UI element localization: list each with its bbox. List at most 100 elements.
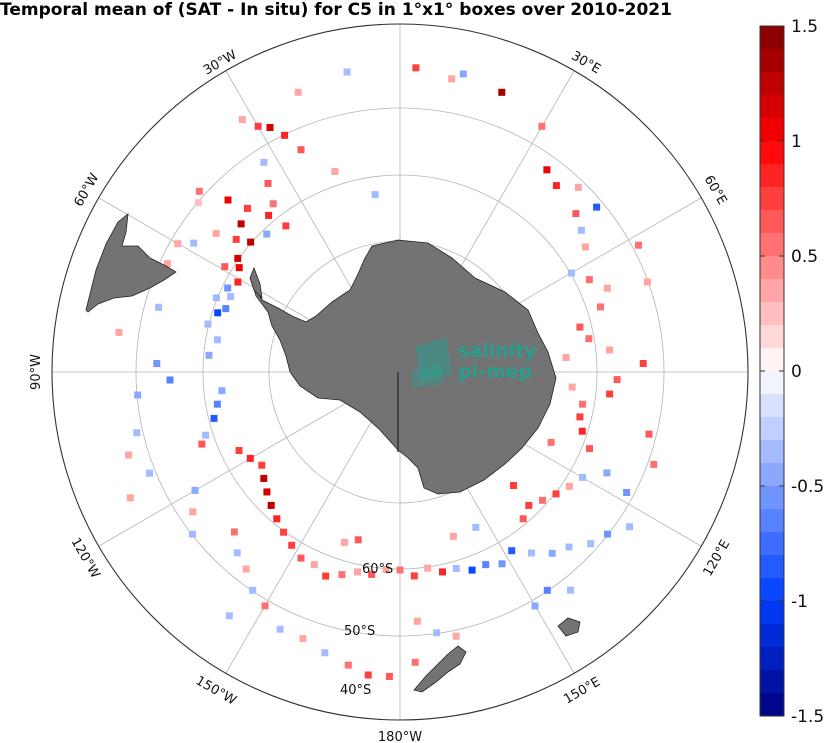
data-box [260, 474, 268, 482]
salinity-pi-mep-watermark: salinity pi-mep [410, 338, 537, 388]
map-frame [51, 23, 749, 721]
colorbar-segment [760, 486, 784, 510]
data-box [194, 199, 202, 207]
data-box [115, 329, 123, 336]
data-box [603, 469, 611, 477]
data-box [597, 303, 604, 311]
data-box [538, 122, 546, 130]
data-box [543, 586, 551, 594]
data-box [552, 182, 560, 190]
data-box [498, 560, 506, 568]
colorbar-ticks: 1.5 1 0.5 0 -0.5 -1 -1.5 [760, 17, 824, 727]
data-box [310, 561, 318, 569]
data-box [498, 88, 506, 96]
colorbar-segment [760, 72, 784, 96]
data-box [606, 346, 614, 354]
lon-label-150w: 150°W [193, 673, 239, 708]
data-box [539, 496, 546, 504]
data-box [548, 549, 556, 557]
data-box [623, 489, 631, 496]
data-box [222, 305, 230, 313]
data-box [568, 383, 576, 391]
data-box [190, 239, 198, 247]
data-box [331, 168, 339, 175]
data-box [297, 554, 305, 562]
data-box [134, 391, 142, 399]
watermark-line2: pi-mep [458, 361, 532, 383]
data-box [234, 278, 242, 286]
data-box [260, 158, 268, 166]
data-box [204, 320, 212, 328]
data-box [579, 473, 586, 481]
data-box [299, 635, 307, 643]
data-box [238, 116, 246, 124]
data-box [166, 376, 174, 384]
data-box [263, 230, 271, 238]
lat-label-60s: 60°S [362, 562, 393, 577]
data-boxes [115, 64, 658, 680]
colorbar-segment [760, 49, 784, 73]
data-box [225, 612, 233, 620]
data-box [265, 211, 273, 219]
data-box [413, 617, 421, 625]
data-box [645, 430, 653, 438]
data-box [237, 220, 245, 228]
colorbar-segment [760, 624, 784, 648]
colorbar-segment [760, 348, 784, 372]
data-box [593, 203, 601, 211]
data-box [565, 482, 573, 490]
data-box [531, 602, 539, 610]
data-box [452, 632, 460, 640]
colorbar-tick-label: 1.5 [791, 17, 818, 37]
data-box [235, 447, 243, 454]
data-box [163, 260, 171, 268]
colorbar-segment [760, 302, 784, 326]
lon-label-150e: 150°E [561, 675, 603, 708]
data-box [354, 568, 361, 576]
data-box [579, 400, 587, 408]
data-box [547, 438, 555, 446]
tasmania [557, 617, 581, 637]
watermark-line1: salinity [458, 340, 537, 362]
data-box [146, 469, 154, 477]
landmasses [85, 213, 581, 693]
data-box [266, 124, 274, 131]
colorbar-segment [760, 95, 784, 119]
data-box [543, 166, 551, 174]
colorbar-segment [760, 325, 784, 349]
colorbar-segment [760, 463, 784, 487]
data-box [202, 431, 210, 439]
antarctic-peninsula [249, 266, 263, 300]
data-box [396, 566, 404, 574]
data-box [224, 196, 232, 204]
data-box [552, 490, 560, 498]
colorbar-tick-label: 1 [791, 132, 802, 152]
data-box [459, 70, 467, 78]
data-box [276, 625, 284, 633]
colorbar-segment [760, 187, 784, 211]
data-box [297, 146, 305, 154]
data-box [191, 486, 199, 494]
data-box [254, 122, 262, 130]
data-box [433, 629, 441, 637]
data-box [565, 543, 573, 551]
colorbar-segment [760, 118, 784, 142]
colorbar-tick-label: -1 [791, 592, 808, 612]
data-box [282, 222, 290, 230]
watermark-logo-shape-2 [410, 364, 444, 388]
data-box [439, 568, 446, 576]
data-box [572, 210, 580, 218]
data-box [344, 661, 352, 669]
colorbar-segment [760, 210, 784, 234]
chart-title: Temporal mean of (SAT - In situ) for C5 … [0, 0, 672, 20]
data-box [224, 284, 232, 292]
watermark-logo-shape [416, 338, 452, 382]
data-box [280, 528, 288, 536]
data-box [205, 351, 213, 359]
data-box [273, 515, 281, 523]
data-box [368, 570, 376, 578]
data-box [650, 460, 658, 468]
lon-label-120e: 120°E [701, 537, 734, 579]
data-box [125, 451, 133, 459]
data-box [606, 390, 614, 398]
